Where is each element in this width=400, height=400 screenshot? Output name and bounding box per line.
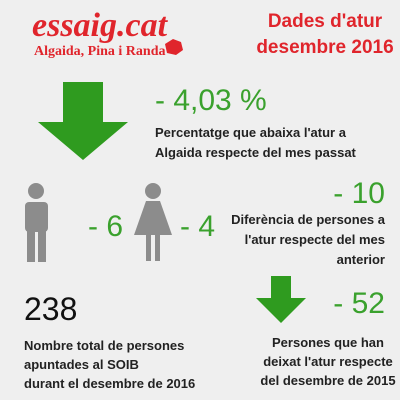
- description-line: deixat l'atur respecte: [263, 354, 393, 369]
- logo-name: essaig.cat: [32, 7, 169, 44]
- description-line: l'atur respecte del mes: [245, 232, 385, 247]
- description-line: Persones que han: [272, 335, 384, 350]
- men-value: - 6: [88, 210, 123, 243]
- man-icon: [25, 183, 48, 262]
- title-line: Dades d'atur: [268, 11, 383, 32]
- difference-description: Diferència de persones a l'atur respecte …: [231, 212, 386, 267]
- yearly-change-value: - 52: [333, 287, 385, 320]
- small-arrow: [256, 276, 306, 323]
- monthly-change-description: Percentatge que abaixa l'atur a Algaida r…: [155, 125, 357, 160]
- description-line: anterior: [337, 252, 385, 267]
- women-value: - 4: [180, 210, 215, 243]
- monthly-change-value: - 4,03 %: [155, 84, 267, 117]
- total-value: 238: [24, 291, 77, 327]
- description-line: Diferència de persones a: [231, 212, 386, 227]
- description-line: durant el desembre de 2016: [24, 376, 195, 391]
- description-line: del desembre de 2015: [260, 373, 395, 388]
- description-line: Percentatge que abaixa l'atur a: [155, 125, 347, 140]
- yearly-change-description: Persones que han deixat l'atur respecte de…: [260, 335, 395, 388]
- title: Dades d'atur desembre 2016: [256, 11, 393, 58]
- description-line: Nombre total de persones: [24, 338, 184, 353]
- woman-icon: [134, 183, 172, 261]
- logo-icon: [165, 39, 183, 55]
- description-line: Algaida respecte del mes passat: [155, 145, 357, 160]
- difference-value: - 10: [333, 177, 385, 210]
- big-arrow: [38, 82, 128, 160]
- logo-tagline: Algaida, Pina i Randa: [34, 44, 165, 59]
- total-description: Nombre total de persones apuntades al SOI…: [24, 338, 195, 391]
- description-line: apuntades al SOIB: [24, 357, 139, 372]
- title-line: desembre 2016: [256, 37, 393, 58]
